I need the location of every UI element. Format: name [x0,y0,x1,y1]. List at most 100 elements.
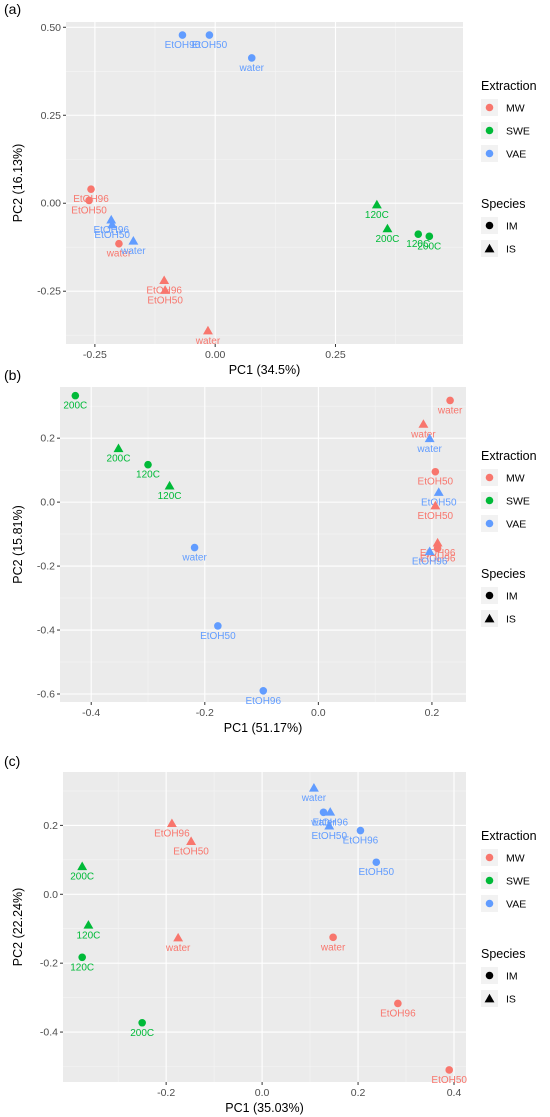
legend-item-label: SWE [506,496,530,508]
point-mw-is [173,932,184,942]
point-label: EtOH50 [311,831,347,842]
point-label: water [320,942,346,953]
legend-item-label: IM [506,971,518,983]
legend-key-vae [485,899,494,908]
point-mw-is [203,325,213,335]
x-tick-label: 0.25 [325,349,346,361]
legend-key-swe [485,496,494,505]
point-label: water [181,553,207,564]
point-vae-im [178,31,187,39]
point-vae-im [205,31,214,39]
point-mw-is [160,285,171,294]
legend-key-triangle [484,613,495,623]
point-mw-is [186,836,197,845]
point-label: water [410,429,436,440]
y-tick-label: -0.4 [40,1027,58,1039]
point-label: water [301,793,327,804]
point-swe-im [425,232,434,241]
point-vae-im [214,622,222,630]
point-label: 120C [76,930,100,941]
point-label: 120C [158,491,182,502]
point-vae-is [324,820,335,830]
point-swe-is [77,861,88,871]
point-vae-is [424,546,435,556]
point-label: EtOH96 [412,557,448,568]
point-swe-is [371,199,382,209]
legend-title-species: Species [481,567,525,581]
point-vae-is [424,433,435,443]
legend-key-triangle [484,993,495,1003]
legend-title-extraction: Extraction [481,449,537,463]
point-mw-im [329,933,337,942]
plot-background [60,387,466,702]
point-swe-im [78,953,86,962]
point-vae-is [107,219,118,229]
legend-key-mw [485,473,494,482]
point-label: EtOH96 [165,40,201,51]
point-label: EtOH96 [154,829,190,840]
x-tick-label: -0.2 [196,707,214,719]
legend-title-species: Species [481,947,525,961]
legend-item-label: VAE [506,899,526,911]
y-tick-label: 0.00 [41,198,62,210]
legend-key-mw [485,103,494,112]
x-tick-label: 0.2 [351,1087,366,1099]
point-label: water [195,336,221,347]
point-label: EtOH96 [312,817,348,828]
x-tick-label: -0.25 [83,349,107,361]
point-mw-im [431,467,440,476]
point-label: water [165,943,191,954]
point-vae-im [372,858,381,867]
point-vae-im [356,826,365,835]
x-tick-label: 0.2 [425,707,440,719]
panel-label: (a) [4,1,21,17]
point-label: water [239,63,265,74]
x-tick-label: -0.2 [157,1087,175,1099]
point-label: 200C [107,454,131,465]
legend-key-mw [485,853,494,862]
legend-item-label: IS [506,614,516,626]
point-label: water [437,405,463,416]
legend-key-circle [485,221,494,230]
point-label: EtOH96 [420,548,456,559]
legend-key-circle [485,591,494,600]
point-label: EtOH96 [343,836,379,847]
legend-item-label: SWE [506,876,530,888]
legend-item-label: MW [506,103,525,115]
point-label: 200C [70,872,94,883]
point-vae-im [319,808,328,817]
point-vae-is [106,214,117,224]
legend-key-circle [485,971,494,980]
point-mw-is [166,818,177,828]
x-tick-label: 0.00 [205,349,226,361]
legend-item-label: IM [506,221,518,233]
point-vae-im [190,543,199,552]
point-mw-im [445,1066,454,1074]
point-label: EtOH50 [147,296,183,307]
point-mw-im [394,999,402,1008]
point-mw-is [159,275,170,285]
point-vae-is [128,236,139,245]
y-axis-title: PC2 (22.24%) [11,888,25,967]
point-label: EtOH50 [173,847,209,858]
point-label: EtOH50 [200,631,236,642]
legend-key-triangle [484,243,495,253]
point-label: EtOH50 [358,867,394,878]
point-mw-im [115,239,123,248]
y-tick-label: -0.25 [37,286,61,298]
y-tick-label: -0.4 [37,625,55,637]
point-mw-im [433,544,442,553]
legend: Extraction MW SWE VAE Species IM IS [481,449,537,627]
point-mw-im [87,185,95,193]
point-mw-is [432,537,443,547]
chart-panel-1: (b) -0.4 -0.2 0.0 0.2 -0.6 -0.4 -0.2 0.0 0.2 PC1 (… [4,367,537,735]
y-axis-title: PC2 (15.81%) [11,505,25,584]
legend-item-label: IS [506,994,516,1006]
point-label: 120C [406,239,430,250]
x-tick-label: 0.0 [255,1087,270,1099]
point-label: EtOH50 [421,498,457,509]
point-label: EtOH96 [420,553,456,564]
point-swe-im [138,1018,146,1027]
x-axis-title: PC1 (35.03%) [225,1101,304,1115]
point-swe-is [113,443,124,453]
